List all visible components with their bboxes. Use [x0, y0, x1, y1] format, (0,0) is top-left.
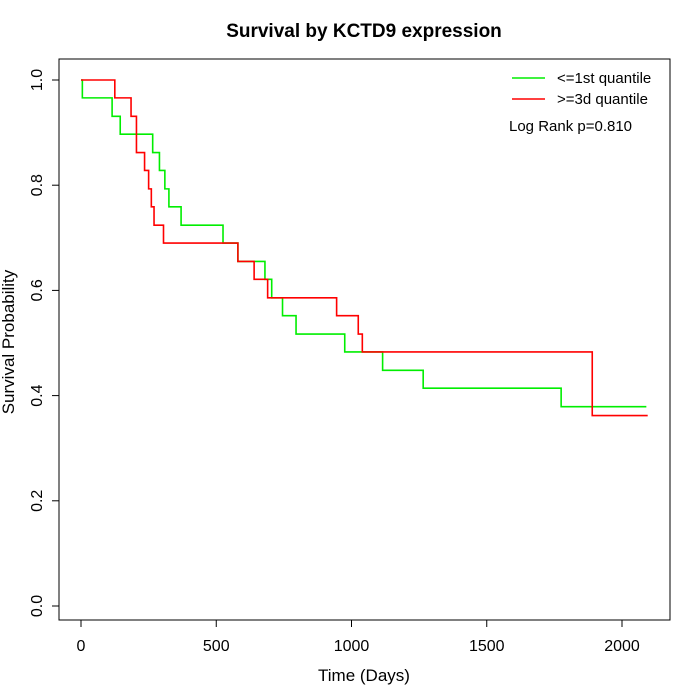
survival-curves: [81, 79, 648, 417]
y-tick-label: 1.0: [29, 69, 46, 91]
y-tick-label: 0.8: [29, 174, 46, 196]
legend: <=1st quantile >=3d quantile: [512, 70, 651, 108]
x-tick-label: 1000: [334, 638, 370, 655]
y-tick-label: 0.6: [29, 279, 46, 301]
chart-title: Survival by KCTD9 expression: [226, 21, 502, 42]
y-axis: 0.0 0.2 0.4 0.6 0.8 1.0: [29, 69, 59, 617]
legend-label-high: >=3d quantile: [557, 91, 648, 108]
x-tick-label: 0: [77, 638, 86, 655]
y-tick-label: 0.2: [29, 490, 46, 512]
survival-curve-high: [81, 79, 648, 417]
x-axis: 0 500 1000 1500 2000: [77, 620, 640, 655]
log-rank-annotation: Log Rank p=0.810: [509, 118, 632, 135]
plot-frame: [58, 58, 671, 621]
y-axis-label: Survival Probability: [0, 269, 18, 414]
x-tick-label: 500: [203, 638, 230, 655]
x-tick-label: 2000: [604, 638, 640, 655]
x-axis-label: Time (Days): [318, 666, 410, 685]
y-tick-label: 0.0: [29, 595, 46, 617]
y-tick-label: 0.4: [29, 384, 46, 406]
legend-label-low: <=1st quantile: [557, 70, 651, 87]
x-tick-label: 1500: [469, 638, 505, 655]
